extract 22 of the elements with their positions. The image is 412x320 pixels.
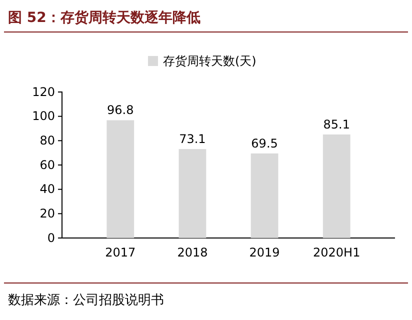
y-tick-label: 100: [32, 109, 55, 124]
y-tick-label: 60: [40, 158, 55, 172]
y-tick-label: 40: [40, 182, 55, 196]
legend-label: 存货周转天数(天): [163, 54, 256, 68]
y-tick-label: 80: [40, 134, 55, 148]
data-label: 73.1: [179, 132, 206, 146]
x-tick-label: 2018: [177, 246, 208, 260]
source-note: 数据来源：公司招股说明书: [8, 293, 164, 308]
data-label: 69.5: [251, 136, 278, 150]
chart-title: 图 52：存货周转天数逐年降低: [8, 10, 200, 26]
bar: [106, 120, 134, 238]
x-tick-label: 2020H1: [313, 246, 360, 260]
y-tick-label: 120: [32, 84, 55, 99]
x-tick-label: 2017: [105, 246, 136, 260]
data-label: 96.8: [107, 103, 134, 118]
data-label: 85.1: [323, 117, 350, 132]
y-tick-label: 0: [47, 230, 55, 245]
bar: [250, 153, 278, 238]
bar: [178, 149, 206, 238]
bar: [322, 134, 350, 238]
x-tick-label: 2019: [249, 246, 280, 260]
y-tick-label: 20: [40, 206, 55, 221]
